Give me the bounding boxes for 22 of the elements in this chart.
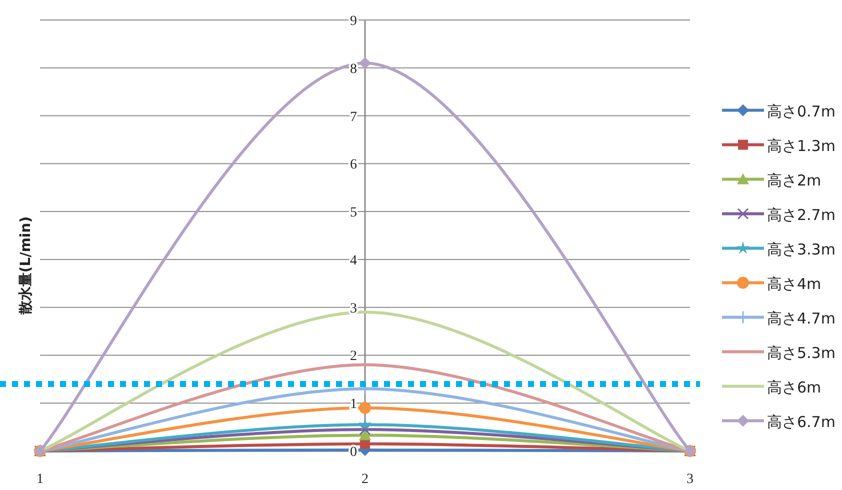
y-tick-label: 9 [350, 14, 357, 29]
legend-label: 高さ6.7m [767, 412, 836, 431]
x-tick-label: 3 [686, 472, 694, 487]
legend-label: 高さ0.7m [767, 102, 836, 120]
legend-label: 高さ1.3m [767, 136, 836, 155]
x-tick-label: 2 [362, 472, 368, 487]
legend-label: 高さ2.7m [767, 206, 836, 224]
x-tick-label: 1 [36, 472, 44, 487]
legend-label: 高さ3.3m [767, 240, 836, 258]
y-tick-label: 5 [350, 206, 357, 221]
legend-label: 高さ4.7m [767, 309, 836, 328]
legend-label: 高さ5.3m [767, 344, 836, 362]
y-tick-label: 6 [350, 158, 357, 173]
y-tick-label: 4 [350, 253, 357, 268]
legend-label: 高さ6m [767, 378, 822, 396]
y-tick-label: 2 [350, 349, 357, 364]
y-tick-label: 8 [350, 62, 357, 77]
legend-label: 高さ4m [767, 274, 822, 293]
y-tick-label: 7 [350, 110, 357, 125]
y-axis-title: 散水量(L/min) [18, 216, 34, 316]
legend-label: 高さ2m [767, 171, 822, 190]
y-tick-label: 3 [350, 301, 357, 316]
